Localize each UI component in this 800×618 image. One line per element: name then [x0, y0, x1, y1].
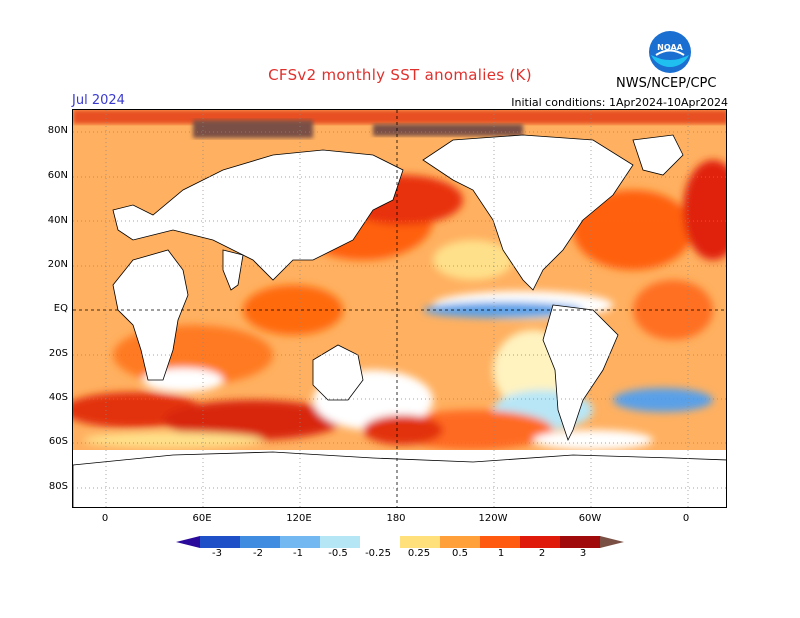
greenland: [632, 134, 684, 176]
lat-label-20n: 20N: [47, 259, 68, 270]
legend-label-1: 1: [497, 548, 505, 559]
legend-label-m3: -3: [212, 548, 222, 559]
legend-swatch: [320, 536, 361, 548]
legend-arrow-low: [176, 536, 200, 548]
lon-label-120e: 120E: [286, 513, 312, 524]
lon-label-60w: 60W: [578, 513, 602, 524]
legend-arrow-high: [600, 536, 624, 548]
color-scale-legend: [176, 536, 624, 548]
legend-label-05: 0.5: [452, 548, 468, 559]
lat-label-80n: 80N: [47, 125, 68, 136]
sst-anomaly-map: [72, 109, 727, 508]
legend-label-m2: -2: [253, 548, 263, 559]
noaa-logo-icon: NOAA: [649, 31, 691, 73]
noaa-logo-text: NOAA: [657, 43, 683, 52]
lon-label-0-west: 0: [101, 513, 109, 524]
lat-label-40n: 40N: [47, 215, 68, 226]
legend-swatch: [280, 536, 321, 548]
legend-swatch: [400, 536, 441, 548]
legend-label-m05: -0.5: [328, 548, 348, 559]
legend-swatch: [440, 536, 481, 548]
legend-label-m1: -1: [293, 548, 303, 559]
legend-label-3: 3: [579, 548, 587, 559]
north-america: [422, 134, 634, 291]
legend-label-m025: -0.25: [365, 548, 391, 559]
graticule: [73, 110, 726, 507]
lon-label-0-east: 0: [682, 513, 690, 524]
legend-swatch: [200, 536, 241, 548]
australia: [312, 344, 364, 401]
lon-label-180: 180: [386, 513, 406, 524]
lat-label-60s: 60S: [48, 436, 68, 447]
lat-label-80s: 80S: [48, 481, 68, 492]
forecast-month: Jul 2024: [72, 93, 125, 108]
legend-swatch: [560, 536, 601, 548]
agency-label: NWS/NCEP/CPC: [616, 76, 717, 91]
legend-swatch: [520, 536, 561, 548]
antarctica: [73, 451, 726, 507]
lat-label-60n: 60N: [47, 170, 68, 181]
south-america: [542, 304, 619, 442]
india: [222, 249, 244, 291]
lon-label-60e: 60E: [192, 513, 212, 524]
map-canvas: [73, 110, 726, 507]
lat-label-40s: 40S: [48, 392, 68, 403]
legend-swatch: [360, 536, 401, 548]
lon-label-120w: 120W: [478, 513, 508, 524]
map-title: CFSv2 monthly SST anomalies (K): [268, 66, 532, 84]
legend-label-025: 0.25: [407, 548, 431, 559]
legend-label-2: 2: [538, 548, 546, 559]
lat-label-20s: 20S: [48, 348, 68, 359]
europe-asia: [112, 149, 404, 281]
initial-conditions: Initial conditions: 1Apr2024-10Apr2024: [511, 96, 728, 109]
land-masses: [73, 134, 726, 507]
legend-swatch: [480, 536, 521, 548]
lat-label-eq: EQ: [53, 303, 68, 314]
equator-dateline: [73, 110, 726, 507]
legend-swatch: [240, 536, 281, 548]
